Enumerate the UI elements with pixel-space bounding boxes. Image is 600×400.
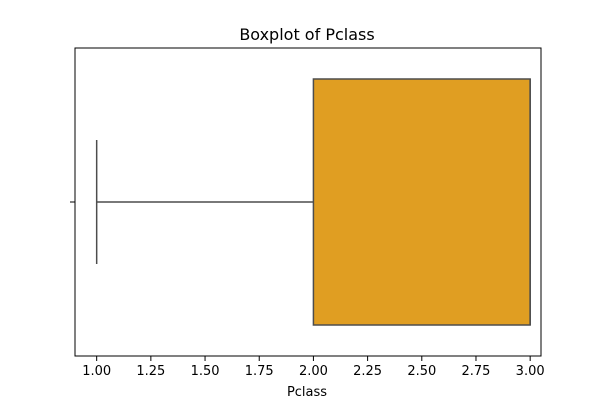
- x-axis-tick-label: 1.25: [136, 364, 165, 379]
- box-body: [312, 78, 531, 326]
- x-axis-tick-label: 1.75: [245, 364, 274, 379]
- x-axis-tick-label: 1.00: [82, 364, 111, 379]
- x-axis-tick-label: 3.00: [516, 364, 545, 379]
- x-axis-label: Pclass: [287, 385, 327, 400]
- x-axis-tick-label: 2.50: [407, 364, 436, 379]
- box-layer: [95, 78, 531, 326]
- plot-area: 1.00 1.25 1.50 1.75 2.00 2.25 2.50 2.75 3.00: [70, 47, 545, 379]
- x-axis-tick-label: 2.00: [299, 364, 328, 379]
- x-axis-tick-label: 2.75: [462, 364, 491, 379]
- chart-title: Boxplot of Pclass: [239, 25, 374, 44]
- x-axis-tick-label: 1.50: [191, 364, 220, 379]
- x-axis-ticks: 1.00 1.25 1.50 1.75 2.00 2.25 2.50 2.75 3.00: [82, 356, 545, 379]
- x-axis-tick-label: 2.25: [353, 364, 382, 379]
